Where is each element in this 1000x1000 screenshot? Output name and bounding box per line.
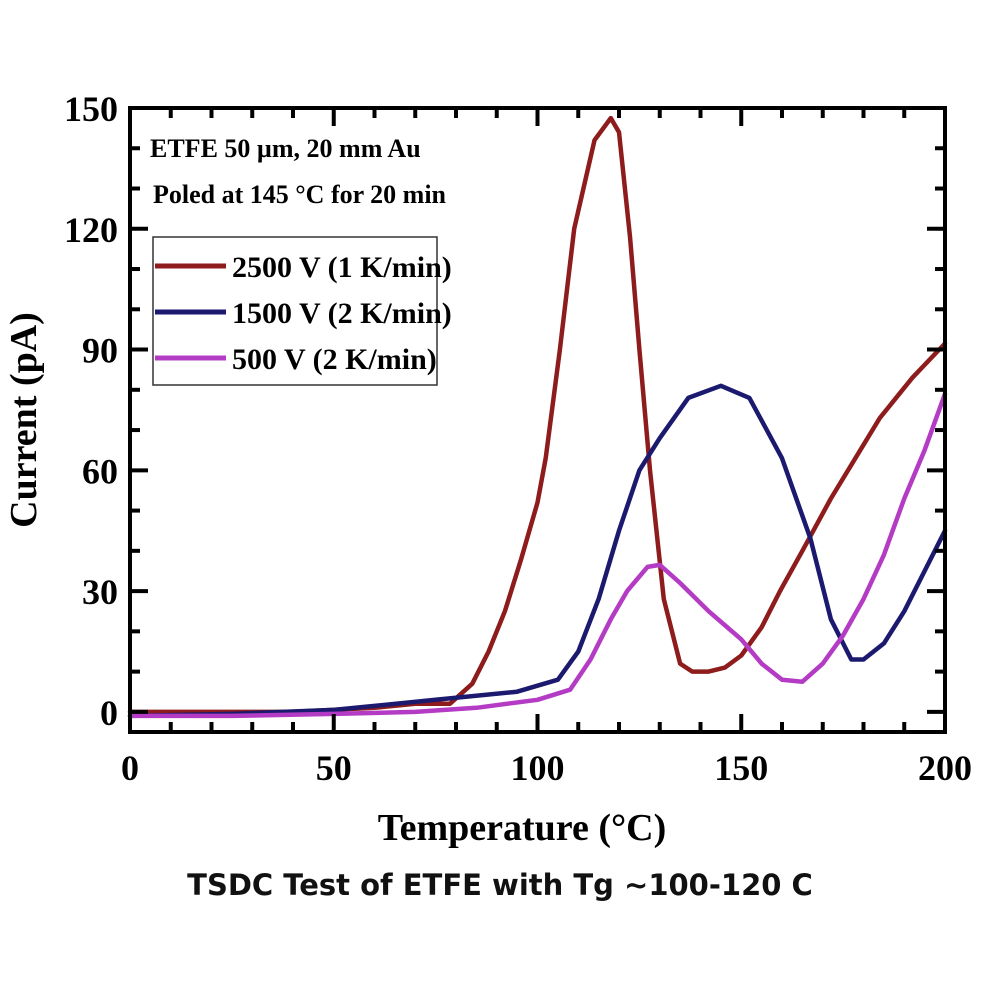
x-tick-label: 0 bbox=[121, 748, 139, 788]
chart-caption: TSDC Test of ETFE with Tg ~100-120 C bbox=[187, 868, 813, 902]
x-axis-label: Temperature (°C) bbox=[378, 807, 667, 849]
y-tick-label: 150 bbox=[64, 89, 118, 129]
legend: 2500 V (1 K/min) 1500 V (2 K/min) 500 V (2… bbox=[152, 236, 452, 386]
x-tick-label: 150 bbox=[714, 748, 768, 788]
x-tick-label: 50 bbox=[316, 748, 352, 788]
x-tick-label: 200 bbox=[918, 748, 972, 788]
y-tick-label: 90 bbox=[82, 331, 118, 371]
annotation-2: Poled at 145 °C for 20 min bbox=[153, 180, 447, 209]
y-tick-label: 30 bbox=[82, 572, 118, 612]
x-tick-label: 100 bbox=[511, 748, 565, 788]
y-tick-label: 60 bbox=[82, 451, 118, 491]
series-line-0 bbox=[127, 115, 948, 715]
series-line-1 bbox=[127, 383, 948, 719]
y-tick-label: 0 bbox=[100, 693, 118, 733]
legend-label-0: 2500 V (1 K/min) bbox=[232, 251, 452, 284]
series-line-2 bbox=[127, 391, 948, 719]
annotation-1: ETFE 50 µm, 20 mm Au bbox=[150, 134, 421, 163]
series-layer bbox=[127, 115, 948, 719]
legend-label-1: 1500 V (2 K/min) bbox=[232, 297, 452, 330]
axis-ticks: 0 50 100 150 200 0 30 60 90 120 150 bbox=[64, 89, 972, 788]
y-axis-label: Current (pA) bbox=[3, 312, 45, 528]
legend-label-2: 500 V (2 K/min) bbox=[232, 343, 437, 376]
y-tick-label: 120 bbox=[64, 210, 118, 250]
